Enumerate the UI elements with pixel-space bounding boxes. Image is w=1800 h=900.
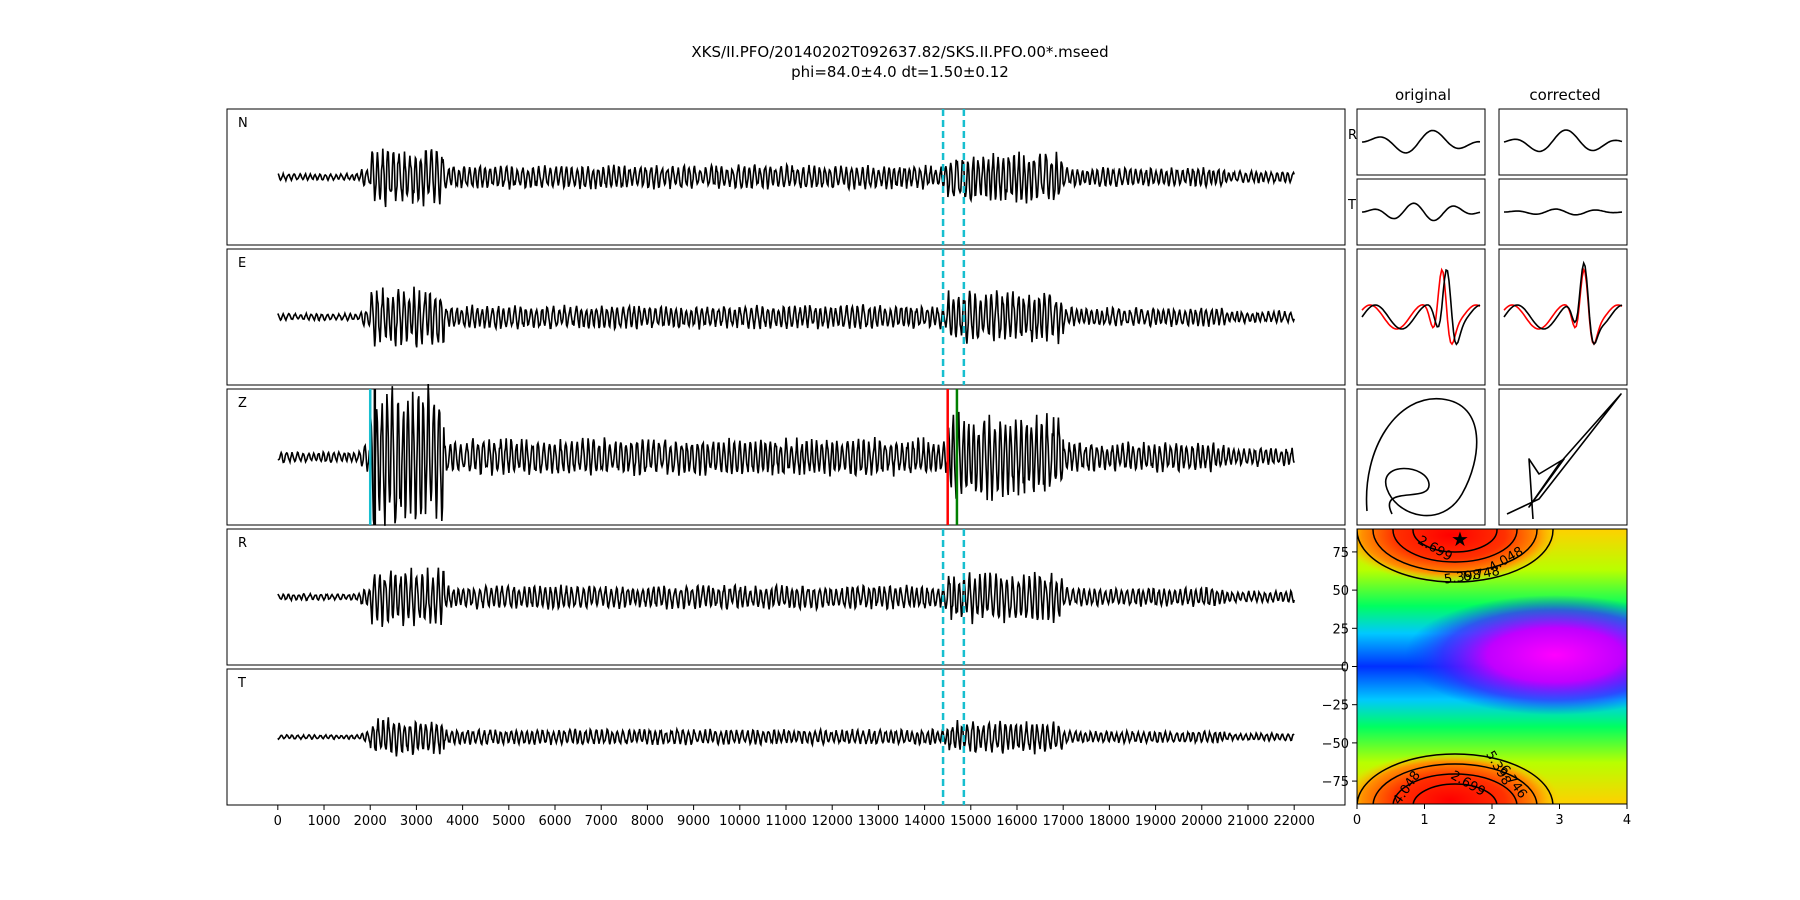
chart-title-line1: XKS/II.PFO/20140202T092637.82/SKS.II.PFO… <box>691 43 1108 61</box>
original-t-panel <box>1356 178 1486 246</box>
x-tick-label: 5000 <box>492 814 525 829</box>
original-r-panel <box>1356 108 1486 176</box>
heatmap-y-tick-label: −25 <box>1322 699 1349 714</box>
heatmap-x-tick-label: 4 <box>1623 813 1631 828</box>
panel-label-t: T <box>237 676 246 691</box>
panel-label-z: Z <box>238 396 247 411</box>
particle-motion-panels <box>1356 108 1628 526</box>
contour-line-top-0 <box>1412 529 1498 553</box>
heatmap-y-ticks: 75 50 25 0 −25 −50 −75 <box>1322 546 1357 790</box>
waveform-n <box>277 148 1295 208</box>
waveforms <box>277 148 1295 757</box>
x-tick-label: 1000 <box>307 814 340 829</box>
panel-label-n: N <box>238 116 248 131</box>
window-markers <box>368 109 966 805</box>
x-tick-label: 11000 <box>765 814 806 829</box>
x-tick-label: 12000 <box>812 814 853 829</box>
component-trace <box>1361 202 1481 222</box>
original-particle-motion-panel <box>1356 388 1486 526</box>
waveform-z <box>277 383 1295 526</box>
contour-line-bottom-1 <box>1392 773 1518 804</box>
component-trace <box>1503 129 1623 153</box>
component-trace <box>1361 129 1481 154</box>
x-axis-ticks: 0 1000 2000 3000 4000 5000 6000 7000 8000 9000 100… <box>274 805 1315 829</box>
x-tick-label: 20000 <box>1181 814 1222 829</box>
contour-line-bottom-2 <box>1372 763 1538 804</box>
waveform-t <box>277 717 1295 757</box>
row-label-t: T <box>1347 198 1356 213</box>
contour-line-bottom-3 <box>1357 753 1554 804</box>
column-title-original: original <box>1395 86 1451 104</box>
contour-line-bottom-0 <box>1412 783 1498 804</box>
heatmap-y-tick-label: 25 <box>1332 622 1349 637</box>
x-tick-label: 3000 <box>400 814 433 829</box>
corrected-particle-motion-panel <box>1498 388 1628 526</box>
corrected-r-panel <box>1498 108 1628 176</box>
contour-label: 6.748 <box>1462 564 1501 585</box>
contour-label: 5.398 <box>1443 568 1482 588</box>
x-tick-label: 19000 <box>1135 814 1176 829</box>
particle-motion-trace <box>1365 398 1478 517</box>
waveform-r <box>277 567 1295 627</box>
x-tick-label: 17000 <box>1043 814 1084 829</box>
component-trace <box>1361 268 1481 346</box>
x-tick-label: 13000 <box>858 814 899 829</box>
contour-line-top-1 <box>1392 529 1518 563</box>
original-waveform-overlay-panel <box>1356 248 1486 386</box>
heatmap-x-tick-label: 1 <box>1420 813 1428 828</box>
x-tick-label: 0 <box>274 814 282 829</box>
x-tick-label: 21000 <box>1227 814 1268 829</box>
x-tick-label: 6000 <box>538 814 571 829</box>
contour-line-top-3 <box>1357 529 1554 583</box>
corrected-waveform-overlay-panel <box>1498 248 1628 386</box>
heatmap-x-tick-label: 0 <box>1353 813 1361 828</box>
best-estimate-star: ★ <box>1451 527 1469 551</box>
panel-n-frame <box>226 108 1346 246</box>
row-label-r: R <box>1348 128 1357 143</box>
x-tick-label: 16000 <box>996 814 1037 829</box>
x-tick-label: 22000 <box>1274 814 1315 829</box>
heatmap-y-tick-label: 50 <box>1332 584 1349 599</box>
heatmap-y-tick-label: 0 <box>1341 661 1349 676</box>
x-tick-label: 7000 <box>585 814 618 829</box>
x-tick-label: 18000 <box>1089 814 1130 829</box>
heatmap-x-tick-label: 3 <box>1555 813 1563 828</box>
heatmap-minimum-region <box>1405 595 1627 715</box>
panel-label-r: R <box>238 536 247 551</box>
particle-motion-trace <box>1506 393 1622 520</box>
panel-r-frame <box>226 528 1346 666</box>
x-tick-label: 2000 <box>354 814 387 829</box>
component-trace <box>1503 260 1623 346</box>
component-trace <box>1504 208 1623 216</box>
overlay-red-trace <box>1361 267 1481 346</box>
error-surface-heatmap: ★ <box>1356 527 1628 805</box>
x-tick-label: 14000 <box>904 814 945 829</box>
x-tick-label: 9000 <box>677 814 710 829</box>
contour-line-top-2 <box>1372 529 1538 573</box>
chart-title-line2: phi=84.0±4.0 dt=1.50±0.12 <box>791 63 1009 81</box>
heatmap-contours <box>1357 529 1554 804</box>
trace-panels <box>226 108 1346 806</box>
panel-label-e: E <box>238 256 246 271</box>
x-tick-label: 4000 <box>446 814 479 829</box>
x-tick-label: 10000 <box>719 814 760 829</box>
heatmap-x-tick-label: 2 <box>1488 813 1496 828</box>
x-tick-label: 15000 <box>950 814 991 829</box>
waveform-e <box>277 286 1295 348</box>
heatmap-y-tick-label: −75 <box>1322 775 1349 790</box>
heatmap-y-tick-label: −50 <box>1322 737 1349 752</box>
corrected-t-panel <box>1498 178 1628 246</box>
overlay-red-trace <box>1503 267 1623 346</box>
panel-e-frame <box>226 248 1346 386</box>
column-title-corrected: corrected <box>1529 86 1600 104</box>
x-tick-label: 8000 <box>631 814 664 829</box>
heatmap-maximum-region-top <box>1357 529 1560 583</box>
heatmap-x-ticks: 0 1 2 3 4 <box>1353 804 1631 828</box>
panel-z-frame <box>226 388 1346 526</box>
heatmap-y-tick-label: 75 <box>1332 546 1349 561</box>
